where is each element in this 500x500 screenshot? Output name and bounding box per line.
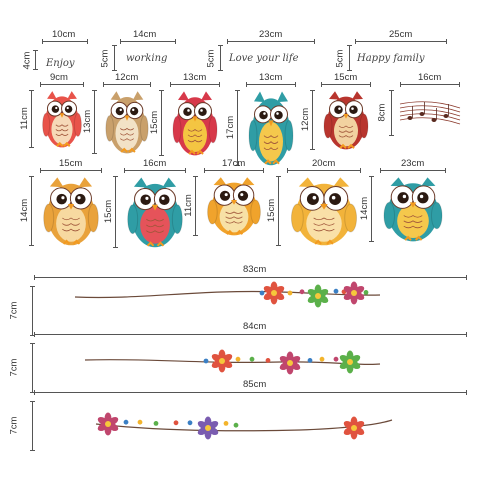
owl-illustration: [207, 177, 261, 236]
width-label: 15cm: [334, 72, 358, 83]
dimension-line: [246, 82, 296, 87]
owl-icon: [399, 101, 461, 125]
dimension-line: [276, 176, 281, 246]
owl-icon: [127, 177, 183, 248]
height-label: 7cm: [8, 301, 20, 320]
dimension-line: [112, 45, 117, 71]
dimension-line: [193, 176, 198, 236]
dimension-line: [235, 90, 240, 166]
height-label: 8cm: [376, 103, 388, 122]
width-label: 23cm: [259, 29, 283, 40]
dimension-line: [321, 82, 371, 87]
dimension-line: [30, 343, 35, 393]
owl-icon: [207, 177, 261, 236]
dimension-line: [355, 39, 447, 44]
word-text: working: [126, 53, 168, 64]
height-label: 5cm: [334, 49, 346, 68]
dimension-line: [204, 168, 264, 173]
word-text: Enjoy: [46, 58, 75, 69]
dimension-line: [389, 90, 394, 136]
dimension-line: [34, 332, 467, 337]
dimension-line: [103, 82, 151, 87]
dimension-line: [218, 45, 223, 71]
height-label: 12cm: [300, 107, 312, 132]
owl-illustration: [323, 91, 369, 150]
dimension-line: [29, 176, 34, 246]
dimension-line: [30, 401, 35, 451]
width-label: 20cm: [312, 158, 336, 169]
dimension-line: [227, 39, 315, 44]
dimension-line: [40, 82, 84, 87]
dimension-line: [30, 286, 35, 336]
dimension-line: [113, 176, 118, 248]
height-label: 14cm: [359, 196, 371, 221]
dimension-line: [124, 168, 186, 173]
owl-icon: [43, 177, 99, 246]
height-label: 7cm: [8, 358, 20, 377]
owl-icon: [383, 177, 443, 242]
width-label: 25cm: [389, 29, 413, 40]
word-text: Love your life: [229, 53, 299, 64]
owl-illustration: [383, 177, 443, 242]
word-text: Happy family: [357, 53, 425, 64]
owl-illustration: [105, 91, 149, 154]
dimension-line: [310, 90, 315, 150]
height-label: 11cm: [18, 107, 30, 130]
height-label: 15cm: [103, 199, 115, 224]
owl-illustration: [248, 91, 294, 166]
dimension-line: [42, 39, 88, 44]
width-label: 14cm: [133, 29, 157, 40]
dimension-line: [40, 168, 102, 173]
height-label: 17cm: [225, 115, 237, 140]
dimension-line: [159, 90, 164, 156]
dimension-line: [34, 390, 467, 395]
owl-icon: [105, 91, 149, 154]
dimension-line: [400, 82, 460, 87]
height-label: 5cm: [99, 49, 111, 68]
owl-illustration: [42, 91, 82, 148]
width-label: 83cm: [243, 264, 267, 275]
dimension-line: [347, 45, 352, 71]
dimension-line: [380, 168, 446, 173]
width-label: 9cm: [50, 72, 68, 83]
dimension-line: [369, 176, 374, 242]
owl-icon: [172, 91, 218, 156]
width-label: 23cm: [401, 158, 425, 169]
height-label: 15cm: [266, 198, 278, 223]
dimension-line: [92, 90, 97, 154]
height-label: 15cm: [149, 110, 161, 135]
dimension-line: [33, 50, 38, 70]
dimension-line: [287, 168, 361, 173]
height-label: 14cm: [19, 198, 31, 223]
height-label: 7cm: [8, 416, 20, 435]
width-label: 12cm: [115, 72, 139, 83]
width-label: 16cm: [143, 158, 167, 169]
owl-icon: [290, 177, 358, 246]
height-label: 11cm: [182, 194, 194, 217]
owl-illustration: [127, 177, 183, 248]
owl-icon: [42, 91, 82, 148]
width-label: 10cm: [52, 29, 76, 40]
dimension-line: [120, 39, 176, 44]
dimension-line: [34, 275, 467, 280]
width-label: 17cm: [222, 158, 246, 169]
owl-illustration: [290, 177, 358, 246]
width-label: 13cm: [183, 72, 207, 83]
width-label: 13cm: [259, 72, 283, 83]
dimension-line: [29, 90, 34, 148]
width-label: 15cm: [59, 158, 83, 169]
height-label: 4cm: [21, 51, 33, 70]
height-label: 5cm: [205, 49, 217, 68]
height-label: 13cm: [82, 109, 94, 134]
owl-illustration: [172, 91, 218, 156]
owl-icon: [323, 91, 369, 150]
width-label: 16cm: [418, 72, 442, 83]
owl-illustration: [43, 177, 99, 246]
width-label: 85cm: [243, 379, 267, 390]
owl-icon: [248, 91, 294, 166]
width-label: 84cm: [243, 321, 267, 332]
dimension-line: [170, 82, 220, 87]
